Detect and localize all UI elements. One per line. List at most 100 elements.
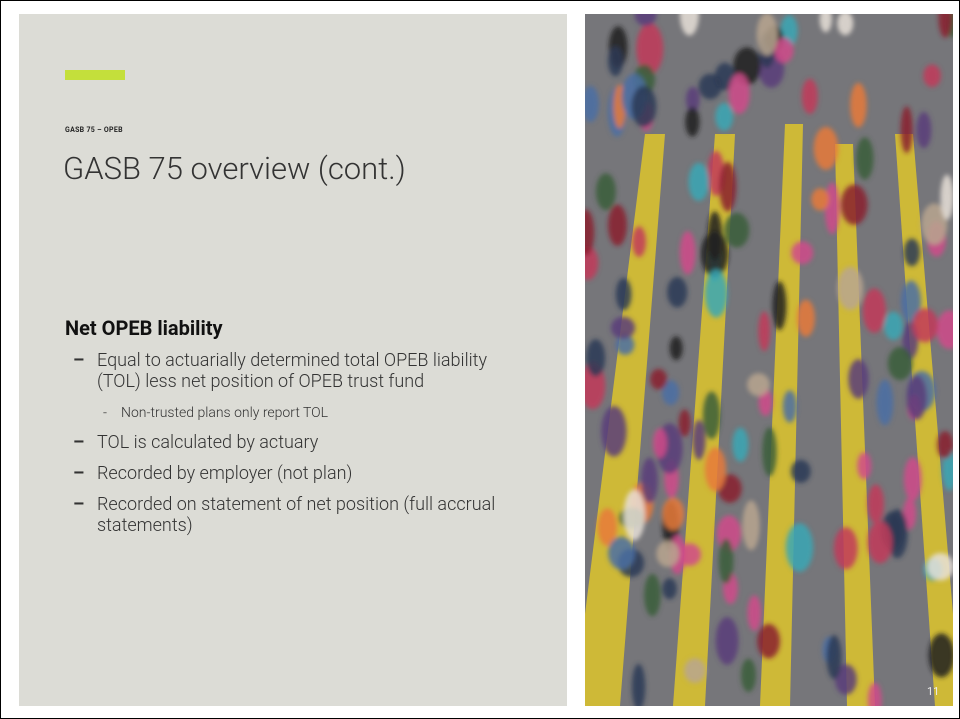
bullet: Recorded by employer (not plan) — [65, 463, 497, 484]
person-blur — [615, 278, 632, 311]
content-heading: Net OPEB liability — [65, 316, 223, 340]
person-blur — [679, 14, 699, 36]
bullet-text: Recorded on statement of net position (f… — [97, 494, 496, 536]
person-blur — [756, 14, 778, 56]
person-blur — [669, 336, 683, 361]
person-blur — [608, 204, 627, 246]
crowd-photo — [585, 14, 953, 706]
person-blur — [715, 102, 734, 131]
person-blur — [884, 311, 903, 341]
person-blur — [912, 308, 939, 343]
person-blur — [742, 500, 760, 551]
person-blur — [867, 682, 882, 706]
sub-bullet-list: Non-trusted plans only report TOL — [97, 404, 497, 422]
person-blur — [819, 14, 832, 33]
bullet-text: Equal to actuarially determined total OP… — [97, 350, 488, 392]
content: Net OPEB liability Equal to actuarially … — [65, 316, 525, 546]
person-blur — [791, 241, 814, 265]
person-blur — [715, 617, 739, 665]
content-panel: GASB 75 – OPEB GASB 75 overview (cont.) … — [19, 14, 567, 706]
person-blur — [848, 359, 869, 399]
person-blur — [901, 280, 921, 323]
person-blur — [826, 635, 842, 680]
person-blur — [833, 527, 858, 570]
person-blur — [772, 281, 787, 331]
person-blur — [698, 73, 722, 100]
bullet: TOL is calculated by actuary — [65, 432, 497, 453]
person-blur — [790, 459, 811, 483]
person-blur — [644, 573, 661, 617]
person-blur — [757, 623, 780, 659]
person-blur — [867, 484, 884, 524]
person-blur — [679, 231, 696, 275]
person-blur — [724, 212, 750, 248]
person-blur — [610, 316, 636, 339]
person-blur — [835, 664, 857, 695]
accent-bar — [65, 70, 125, 80]
person-blur — [728, 73, 750, 114]
person-blur — [719, 162, 737, 212]
person-blur — [903, 457, 922, 501]
person-blur — [747, 595, 762, 631]
person-blur — [704, 269, 728, 318]
person-blur — [857, 452, 872, 480]
person-blur — [900, 106, 913, 154]
person-blur — [641, 457, 658, 504]
person-blur — [702, 391, 721, 440]
person-blur — [837, 266, 864, 310]
person-blur — [595, 173, 616, 211]
person-blur — [700, 231, 729, 277]
person-blur — [811, 188, 830, 211]
person-blur — [824, 182, 840, 235]
person-blur — [903, 497, 917, 530]
person-blur — [741, 658, 756, 692]
page-number: 11 — [927, 685, 940, 698]
person-blur — [718, 538, 734, 584]
person-blur — [867, 521, 893, 564]
person-blur — [615, 334, 635, 355]
person-blur — [667, 276, 688, 308]
person-blur — [940, 174, 953, 220]
person-blur — [758, 311, 771, 352]
person-blur — [704, 447, 727, 492]
sub-bullet: Non-trusted plans only report TOL — [97, 404, 497, 422]
person-blur — [850, 82, 867, 128]
person-blur — [887, 346, 913, 381]
person-blur — [840, 184, 868, 225]
person-blur — [862, 288, 886, 334]
person-blur — [684, 658, 706, 683]
person-blur — [678, 409, 691, 437]
person-blur — [785, 523, 814, 572]
person-blur — [782, 390, 797, 423]
person-blur — [662, 380, 680, 406]
person-blur — [837, 14, 854, 36]
person-blur — [747, 373, 770, 397]
person-blur — [906, 375, 927, 420]
crowd — [585, 14, 953, 706]
person-blur — [762, 427, 777, 477]
person-blur — [801, 78, 818, 114]
person-blur — [923, 64, 941, 88]
person-blur — [927, 553, 953, 581]
slide-title: GASB 75 overview (cont.) — [63, 150, 406, 187]
bullet-text: Recorded by employer (not plan) — [97, 463, 353, 484]
person-blur — [608, 536, 635, 570]
person-blur — [813, 126, 839, 170]
person-blur — [856, 137, 874, 180]
person-blur — [623, 489, 645, 541]
person-blur — [936, 310, 953, 350]
person-blur — [653, 428, 667, 459]
person-blur — [586, 339, 606, 377]
person-blur — [685, 86, 700, 113]
person-blur — [903, 238, 920, 267]
person-blur — [636, 23, 664, 75]
person-blur — [692, 419, 706, 460]
person-blur — [662, 578, 677, 600]
bullet-list: Equal to actuarially determined total OP… — [65, 350, 525, 536]
person-blur — [601, 406, 627, 457]
person-blur — [937, 431, 953, 459]
person-blur — [634, 14, 657, 26]
person-blur — [632, 226, 646, 257]
person-blur — [585, 85, 599, 123]
